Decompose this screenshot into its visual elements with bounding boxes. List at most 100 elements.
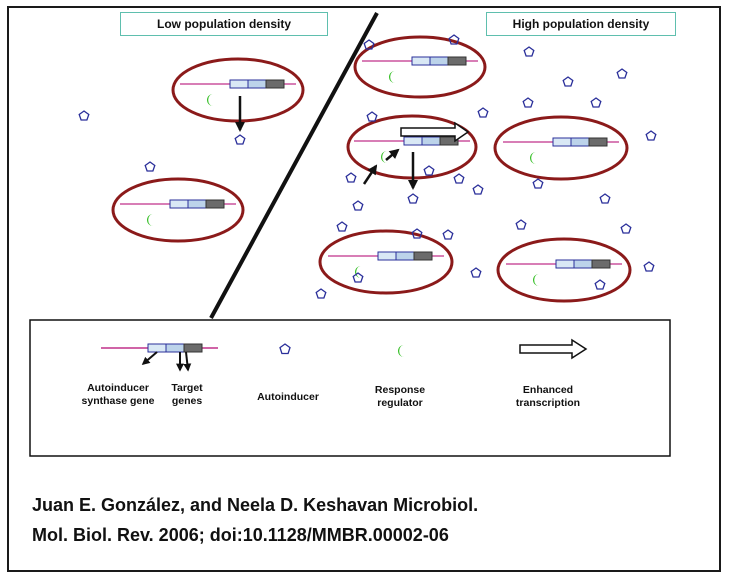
autoinducer-icon <box>78 110 90 121</box>
legend-autoinducer-icon <box>279 343 291 355</box>
autoinducer-icon <box>366 111 378 122</box>
legend-synthase-arrow <box>141 351 158 366</box>
autoinducer-icon <box>234 134 246 145</box>
citation-line-1: Juan E. González, and Neela D. Keshavan … <box>32 495 479 515</box>
legend-autoinducer-label: Autoinducer <box>257 391 319 403</box>
target-gene-box-dark <box>447 56 467 66</box>
synthase-gene-box <box>555 259 575 269</box>
citation-line-2: Mol. Biol. Rev. 2006; doi:10.1128/MMBR.0… <box>32 525 449 545</box>
autoinducer-icon <box>472 184 484 195</box>
autoinducer-icon <box>522 97 534 108</box>
response-regulator-icon <box>381 151 387 163</box>
cell-membrane <box>353 35 487 99</box>
autoinducer-icon <box>620 223 632 234</box>
bacterial-cell <box>493 115 629 181</box>
autoinducer-icon <box>643 261 655 272</box>
legend-target-arrow-2 <box>183 351 192 372</box>
synthase-gene-box <box>229 79 249 89</box>
response-regulator-icon <box>533 274 539 286</box>
density-divider <box>209 12 379 319</box>
bacterial-cell <box>496 237 632 303</box>
high-density-label: High population density <box>486 12 676 36</box>
target-gene-box <box>570 137 590 147</box>
cells-group <box>111 35 632 303</box>
target-gene-box-dark <box>439 136 459 146</box>
target-gene-box <box>421 136 441 146</box>
autoinducer-icon <box>352 272 364 283</box>
autoinducer-icon <box>336 221 348 232</box>
synthase-gene-box <box>377 251 397 261</box>
cell-membrane <box>111 177 245 243</box>
response-regulator-icon <box>207 94 213 106</box>
legend-target-label: Target genes <box>171 382 203 407</box>
figure-frame <box>7 6 721 572</box>
autoinducer-icon <box>442 229 454 240</box>
autoinducer-icon <box>599 193 611 204</box>
target-gene-box-dark <box>588 137 608 147</box>
legend-gene-box-1 <box>147 343 167 353</box>
cell-membrane <box>171 57 305 123</box>
autoinducer-icon <box>144 161 156 172</box>
legend-gene-box-3 <box>183 343 203 353</box>
cell-membrane <box>318 229 454 295</box>
autoinducers-group <box>78 34 657 299</box>
legend-regulator-icon <box>398 345 404 357</box>
arrows-group <box>235 96 470 190</box>
target-gene-box <box>247 79 267 89</box>
synthase-gene-box <box>169 199 189 209</box>
autoinducer-icon <box>411 228 423 239</box>
target-gene-box <box>573 259 593 269</box>
legend-transcription-arrow <box>519 338 588 360</box>
bacterial-cell <box>171 57 305 123</box>
response-regulator-icon <box>530 152 536 164</box>
target-gene-box-dark <box>265 79 285 89</box>
target-gene-box <box>187 199 207 209</box>
cell-membrane <box>493 115 629 181</box>
response-regulator-icon <box>355 266 361 278</box>
autoinducer-icon <box>590 97 602 108</box>
target-gene-box <box>429 56 449 66</box>
uptake-arrow-2 <box>385 148 400 161</box>
autoinducer-icon <box>315 288 327 299</box>
response-regulator-icon <box>147 214 153 226</box>
bacterial-cell <box>318 229 454 295</box>
autoinducer-icon <box>523 46 535 57</box>
legend-icons <box>101 338 588 372</box>
low-density-label: Low population density <box>120 12 328 36</box>
synthase-gene-box <box>403 136 423 146</box>
autoinducer-icon <box>616 68 628 79</box>
autoinducer-icon <box>515 219 527 230</box>
autoinducer-icon <box>470 267 482 278</box>
synthase-gene-box <box>552 137 572 147</box>
target-gene-box-dark <box>413 251 433 261</box>
legend-regulator-label: Response regulator <box>374 384 426 409</box>
synthase-gene-box <box>411 56 431 66</box>
citation: Juan E. González, and Neela D. Keshavan … <box>32 490 712 550</box>
autoinducer-icon <box>594 279 606 290</box>
bacterial-cell <box>353 35 487 99</box>
legend-box <box>29 319 671 457</box>
target-gene-box <box>395 251 415 261</box>
autoinducer-icon <box>532 178 544 189</box>
autoinducer-icon <box>407 193 419 204</box>
autoinducer-icon <box>562 76 574 87</box>
autoinducer-icon <box>423 165 435 176</box>
legend-synthase-label: Autoinducer synthase gene <box>81 382 155 407</box>
cell-membrane <box>496 237 632 303</box>
target-gene-box-dark <box>591 259 611 269</box>
autoinducer-icon <box>448 34 460 45</box>
response-regulator-icon <box>389 71 395 83</box>
target-gene-box-dark <box>205 199 225 209</box>
enhanced-transcription-arrow <box>400 121 470 143</box>
autoinducer-icon <box>477 107 489 118</box>
autoinducer-icon <box>345 172 357 183</box>
uptake-arrow-1 <box>362 164 378 185</box>
legend-gene-box-2 <box>165 343 185 353</box>
legend-transcription-label: Enhanced transcription <box>515 384 581 409</box>
autoinducer-icon <box>352 200 364 211</box>
autoinducer-icon <box>453 173 465 184</box>
autoinducer-icon <box>645 130 657 141</box>
autoinducer-icon <box>363 39 375 50</box>
bacterial-cell <box>111 177 245 243</box>
